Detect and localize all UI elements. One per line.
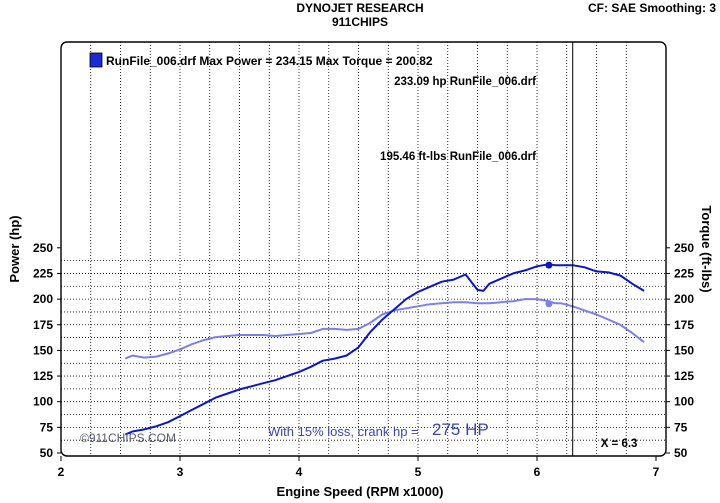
left-axis-label: Power (hp) bbox=[7, 215, 22, 282]
right-tick-label: 75 bbox=[674, 420, 688, 434]
right-tick-label: 200 bbox=[674, 292, 694, 306]
x-tick-label: 7 bbox=[653, 465, 660, 479]
legend-swatch bbox=[89, 52, 103, 68]
legend: RunFile_006.drf Max Power = 234.15 Max T… bbox=[89, 52, 433, 68]
left-axis-ticks: 50 75 100 125 150 175 200 225 250 bbox=[33, 241, 61, 460]
torque-series-line bbox=[124, 298, 645, 360]
right-tick-label: 225 bbox=[674, 266, 694, 280]
loss-note: With 15% loss, crank hp = bbox=[268, 424, 419, 439]
right-tick-label: 50 bbox=[674, 446, 688, 460]
left-tick-label: 250 bbox=[33, 241, 53, 255]
plot-frame bbox=[60, 41, 667, 457]
left-tick-label: 200 bbox=[33, 292, 53, 306]
torque-marker bbox=[545, 300, 553, 308]
x-tick-label: 2 bbox=[58, 465, 65, 479]
left-tick-label: 150 bbox=[33, 343, 53, 357]
x-tick-label: 5 bbox=[415, 465, 422, 479]
loss-note-value: 275 HP bbox=[432, 420, 489, 439]
left-tick-label: 50 bbox=[40, 446, 54, 460]
watermark: ©911CHIPS.COM bbox=[80, 431, 176, 445]
x-axis-label: Engine Speed (RPM x1000) bbox=[277, 484, 444, 499]
left-tick-label: 225 bbox=[33, 266, 53, 280]
right-tick-label: 125 bbox=[674, 369, 694, 383]
right-tick-label: 250 bbox=[674, 241, 694, 255]
power-marker bbox=[545, 261, 553, 269]
chart-title: DYNOJET RESEARCH bbox=[296, 1, 423, 15]
right-tick-label: 150 bbox=[674, 343, 694, 357]
right-tick-label: 175 bbox=[674, 318, 694, 332]
right-axis-ticks: 50 75 100 125 150 175 200 225 250 bbox=[666, 241, 694, 460]
left-tick-label: 125 bbox=[33, 369, 53, 383]
x-tick-label: 3 bbox=[177, 465, 184, 479]
x-axis-ticks: 2 3 4 5 6 7 bbox=[58, 456, 660, 479]
x-tick-label: 4 bbox=[296, 465, 303, 479]
legend-text: RunFile_006.drf Max Power = 234.15 Max T… bbox=[106, 54, 433, 68]
chart-subtitle: 911CHIPS bbox=[332, 15, 388, 29]
left-tick-label: 100 bbox=[33, 395, 53, 409]
chart-settings-info: CF: SAE Smoothing: 3 bbox=[588, 1, 716, 15]
cursor-readout: X = 6.3 bbox=[601, 438, 638, 450]
left-tick-label: 175 bbox=[33, 318, 53, 332]
x-tick-label: 6 bbox=[534, 465, 541, 479]
right-axis-label: Torque (ft-lbs) bbox=[699, 205, 714, 292]
grid-lines bbox=[61, 42, 666, 456]
power-series-line bbox=[124, 263, 645, 436]
power-marker-label: 233.09 hp RunFile_006.drf bbox=[394, 76, 536, 88]
torque-marker-label: 195.46 ft-lbs RunFile_006.drf bbox=[380, 151, 536, 163]
right-tick-label: 100 bbox=[674, 395, 694, 409]
left-tick-label: 75 bbox=[40, 420, 54, 434]
